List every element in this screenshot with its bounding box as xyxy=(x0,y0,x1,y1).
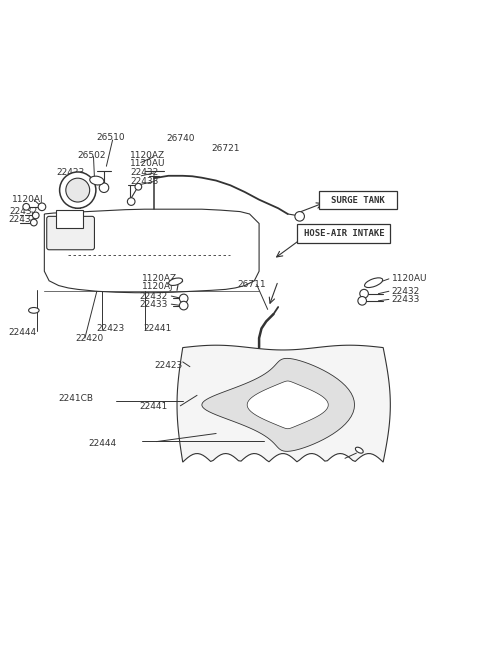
Text: 1120AZ: 1120AZ xyxy=(130,150,166,160)
Circle shape xyxy=(60,172,96,208)
Text: 26711: 26711 xyxy=(238,280,266,289)
Text: 22420: 22420 xyxy=(75,334,104,342)
Text: 22432: 22432 xyxy=(9,207,37,216)
Text: 22432: 22432 xyxy=(392,286,420,296)
Ellipse shape xyxy=(90,176,104,185)
Ellipse shape xyxy=(168,278,182,285)
Text: 22433: 22433 xyxy=(140,300,168,309)
Text: SURGE TANK: SURGE TANK xyxy=(332,196,385,204)
Text: 22432: 22432 xyxy=(140,292,168,300)
Text: 22423: 22423 xyxy=(154,361,182,370)
Text: 26502: 26502 xyxy=(78,151,106,160)
Text: 26740: 26740 xyxy=(166,134,194,143)
PathPatch shape xyxy=(44,209,259,293)
Polygon shape xyxy=(202,358,355,451)
Text: 22444: 22444 xyxy=(8,328,36,337)
Bar xyxy=(56,210,83,228)
Circle shape xyxy=(180,294,188,303)
Text: HOSE-AIR INTAKE: HOSE-AIR INTAKE xyxy=(304,229,384,238)
Text: 22433: 22433 xyxy=(8,215,36,224)
Polygon shape xyxy=(177,345,390,462)
Circle shape xyxy=(360,289,368,298)
FancyBboxPatch shape xyxy=(319,191,397,209)
Polygon shape xyxy=(247,381,328,429)
Text: 22433: 22433 xyxy=(130,177,158,186)
Circle shape xyxy=(33,212,39,219)
Text: 26721: 26721 xyxy=(211,144,240,152)
Text: 22423: 22423 xyxy=(56,168,84,177)
Text: 22441: 22441 xyxy=(140,402,168,411)
Circle shape xyxy=(180,302,188,310)
Text: 22444: 22444 xyxy=(89,438,117,447)
Text: 2241CB: 2241CB xyxy=(59,394,94,403)
Text: 1120AU: 1120AU xyxy=(130,159,166,168)
Text: 26510: 26510 xyxy=(97,133,125,142)
Text: 22432: 22432 xyxy=(130,168,158,177)
Ellipse shape xyxy=(364,278,383,288)
Text: 1120AZ: 1120AZ xyxy=(142,274,177,283)
Circle shape xyxy=(31,219,37,226)
Text: 1120AJ: 1120AJ xyxy=(12,195,44,204)
Circle shape xyxy=(23,204,30,210)
Circle shape xyxy=(135,183,142,190)
Text: 22441: 22441 xyxy=(143,324,171,333)
Circle shape xyxy=(295,212,304,221)
Text: 1120AU: 1120AU xyxy=(392,275,427,283)
Text: 22433: 22433 xyxy=(392,295,420,304)
Circle shape xyxy=(358,296,366,305)
Circle shape xyxy=(38,203,46,211)
Circle shape xyxy=(66,178,90,202)
Ellipse shape xyxy=(29,307,39,313)
FancyBboxPatch shape xyxy=(297,225,390,242)
Circle shape xyxy=(127,198,135,206)
Circle shape xyxy=(99,183,109,193)
Ellipse shape xyxy=(355,447,363,453)
Text: 22423: 22423 xyxy=(97,324,125,333)
Text: 1120AJ: 1120AJ xyxy=(142,282,173,291)
FancyBboxPatch shape xyxy=(47,216,95,250)
